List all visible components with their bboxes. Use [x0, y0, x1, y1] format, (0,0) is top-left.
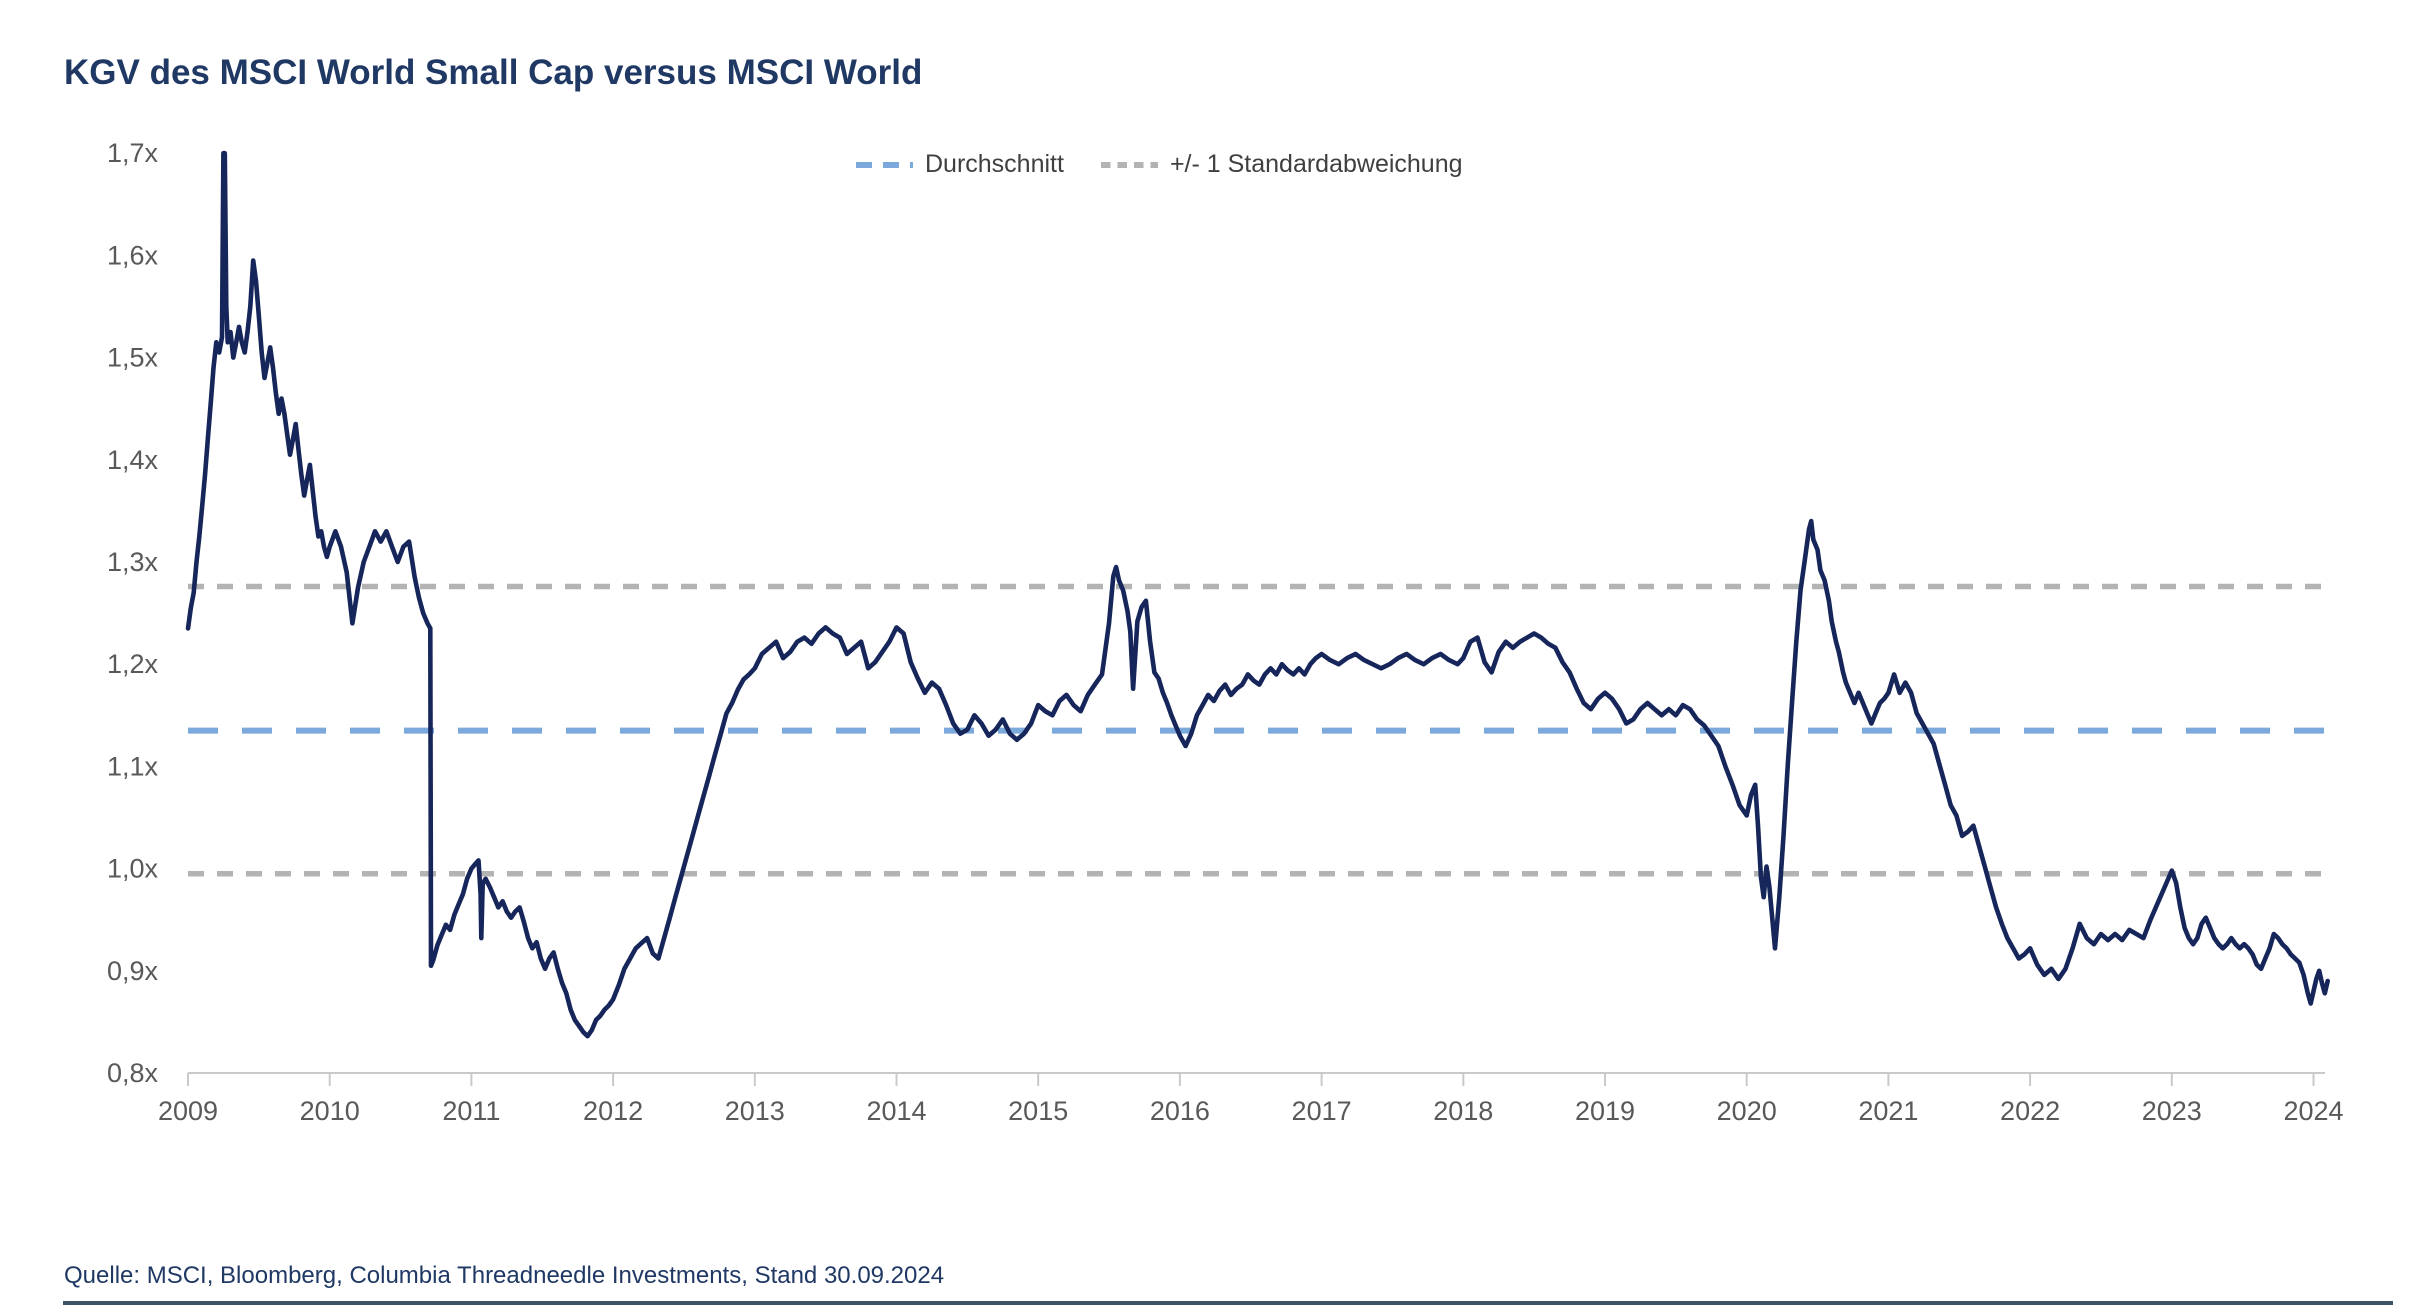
x-axis-label: 2023 — [2142, 1096, 2202, 1126]
footer-rule — [63, 1301, 2393, 1305]
y-axis-label: 0,8x — [107, 1058, 159, 1088]
x-axis-label: 2022 — [2000, 1096, 2060, 1126]
y-axis-label: 0,9x — [107, 956, 159, 986]
x-axis-label: 2014 — [866, 1096, 926, 1126]
legend-label-stddev: +/- 1 Standardabweichung — [1169, 150, 1463, 178]
x-axis-label: 2021 — [1858, 1096, 1918, 1126]
x-axis-label: 2018 — [1433, 1096, 1493, 1126]
x-axis-label: 2015 — [1008, 1096, 1068, 1126]
y-axis-label: 1,2x — [107, 649, 159, 679]
y-axis-label: 1,6x — [107, 240, 159, 270]
y-axis-label: 1,0x — [107, 854, 159, 884]
stddev-dash-icon — [1100, 161, 1158, 168]
chart-legend: Durchschnitt +/- 1 Standardabweichung — [853, 150, 1463, 179]
legend-item-stddev: +/- 1 Standardabweichung — [1098, 150, 1463, 179]
y-axis-label: 1,3x — [107, 547, 159, 577]
y-axis-label: 1,4x — [107, 445, 159, 475]
x-axis-label: 2010 — [300, 1096, 360, 1126]
y-axis-label: 1,7x — [107, 138, 159, 168]
y-axis-label: 1,5x — [107, 343, 159, 373]
x-axis-label: 2019 — [1575, 1096, 1635, 1126]
legend-item-average: Durchschnitt — [853, 150, 1064, 179]
x-axis-label: 2009 — [158, 1096, 218, 1126]
average-dash-icon — [856, 161, 913, 168]
legend-label-average: Durchschnitt — [925, 150, 1064, 178]
ratio-series-line — [185, 150, 2330, 1039]
y-axis-label: 1,1x — [107, 751, 159, 781]
x-axis-label: 2024 — [2283, 1096, 2343, 1126]
x-axis-label: 2011 — [442, 1096, 500, 1126]
x-axis-label: 2012 — [583, 1096, 643, 1126]
x-axis-label: 2017 — [1292, 1096, 1352, 1126]
x-axis-label: 2020 — [1717, 1096, 1777, 1126]
source-note: Quelle: MSCI, Bloomberg, Columbia Thread… — [64, 1262, 945, 1289]
page-title: KGV des MSCI World Small Cap versus MSCI… — [64, 53, 923, 93]
x-axis-label: 2016 — [1150, 1096, 1210, 1126]
x-axis-label: 2013 — [725, 1096, 785, 1126]
